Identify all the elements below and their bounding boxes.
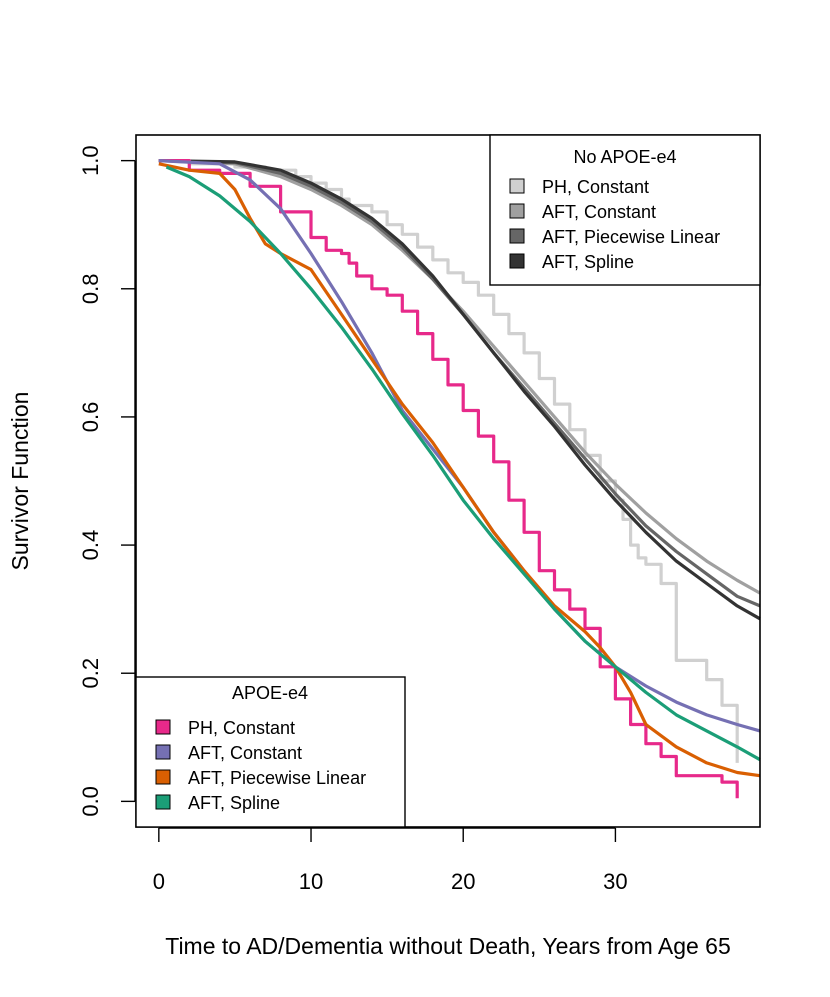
legend-swatch: [509, 203, 525, 219]
legend-box: [489, 134, 761, 286]
y-axis-label: Survivor Function: [7, 392, 33, 571]
x-tick-label: 0: [153, 869, 165, 894]
legend-swatch: [155, 794, 171, 810]
legend-title: No APOE-e4: [573, 147, 676, 167]
series-layer: [158, 159, 761, 799]
legend-apoe-e4: APOE-e4 PH, Constant AFT, Constant AFT, …: [135, 676, 406, 828]
x-tick-label: 20: [451, 869, 475, 894]
legend-label: AFT, Spline: [188, 793, 280, 813]
legend-title: APOE-e4: [232, 683, 308, 703]
y-tick-label: 0.2: [78, 658, 103, 689]
series-line-no-apoe-e4-ph-constant: [158, 159, 739, 763]
series-line-apoe-e4-aft-spline: [165, 165, 761, 762]
y-ticks: 0.0 0.2 0.4 0.6 0.8 1.0: [78, 145, 135, 817]
y-tick-label: 0.6: [78, 402, 103, 433]
x-ticks: 0 10 20 30: [153, 828, 628, 894]
legend-label: AFT, Constant: [188, 743, 302, 763]
legend-label: AFT, Spline: [542, 252, 634, 272]
legend-label: AFT, Constant: [542, 202, 656, 222]
legend-box: [135, 676, 406, 828]
legend-label: PH, Constant: [188, 718, 295, 738]
legend-label: AFT, Piecewise Linear: [542, 227, 720, 247]
legend-label: AFT, Piecewise Linear: [188, 768, 366, 788]
legend-no-apoe-e4: No APOE-e4 PH, Constant AFT, Constant AF…: [489, 134, 761, 286]
plot-frame: [135, 134, 761, 828]
series-line-no-apoe-e4-aft-constant: [158, 159, 761, 595]
legend-swatch: [509, 228, 525, 244]
y-tick-label: 1.0: [78, 145, 103, 176]
x-axis: 0 10 20 30 Time to AD/Dementia without D…: [153, 827, 731, 959]
series-line-apoe-e4-aft-piecewise-linear: [158, 162, 761, 778]
y-tick-label: 0.8: [78, 273, 103, 304]
x-axis-label: Time to AD/Dementia without Death, Years…: [165, 933, 731, 959]
y-axis: 0.0 0.2 0.4 0.6 0.8 1.0 Survivor Functio…: [7, 145, 136, 817]
y-tick-label: 0.0: [78, 786, 103, 817]
legend-swatch: [509, 178, 525, 194]
y-tick-label: 0.4: [78, 530, 103, 561]
x-tick-label: 30: [603, 869, 627, 894]
legend-swatch: [155, 719, 171, 735]
legend-label: PH, Constant: [542, 177, 649, 197]
legend-swatch: [155, 769, 171, 785]
x-tick-label: 10: [299, 869, 323, 894]
series-line-no-apoe-e4-aft-spline: [158, 159, 761, 621]
legend-swatch: [509, 253, 525, 269]
legend-swatch: [155, 744, 171, 760]
